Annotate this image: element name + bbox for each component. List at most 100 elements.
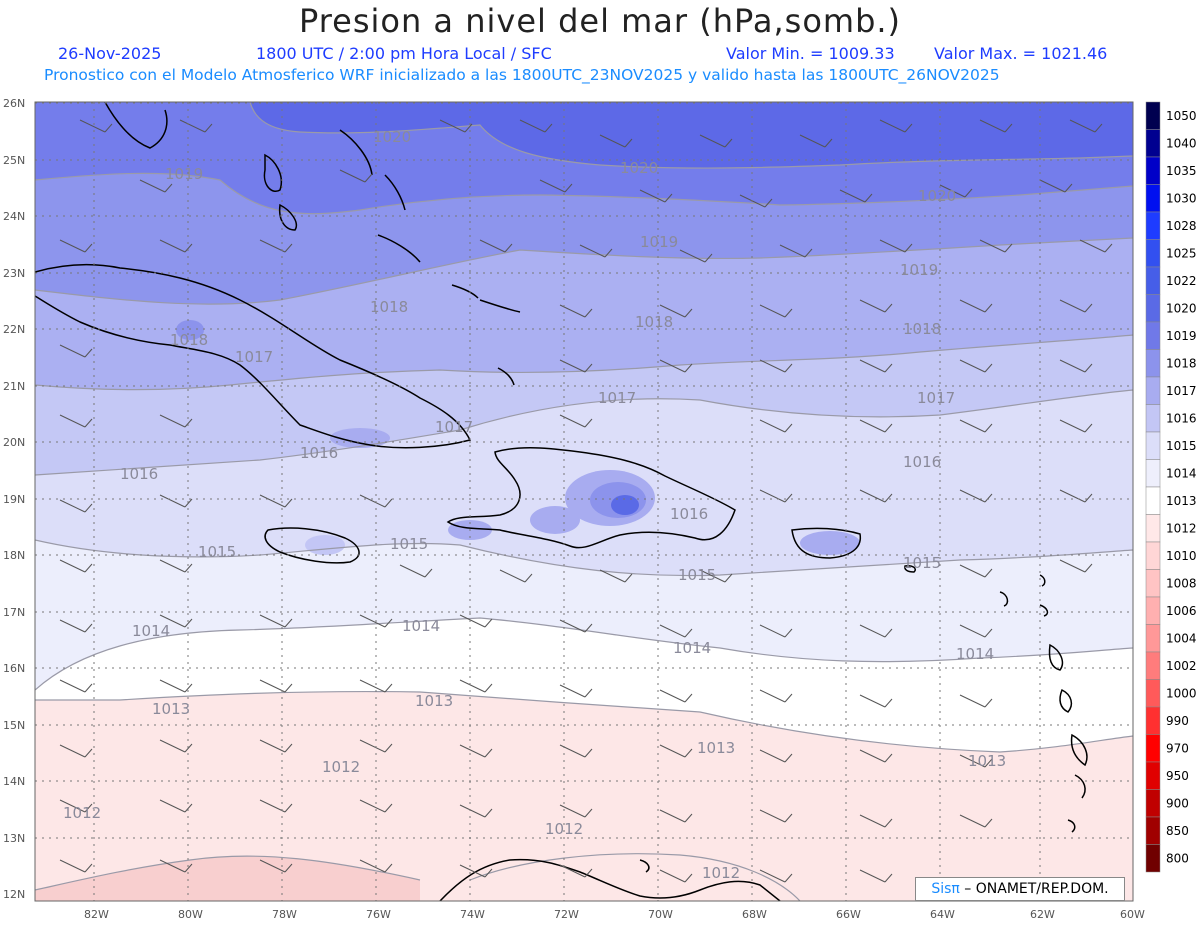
isobar-label: 1018 [170, 331, 208, 349]
colorbar-label: 1035 [1166, 164, 1197, 178]
lon-label: 80W [178, 908, 203, 921]
colorbar-swatch [1145, 734, 1161, 763]
colorbar-label: 1002 [1166, 659, 1197, 673]
lat-label: 19N [3, 493, 25, 506]
credit-brand: Sisπ [931, 881, 960, 897]
colorbar-label: 800 [1166, 852, 1189, 866]
lat-label: 14N [3, 775, 25, 788]
isobar-label: 1012 [545, 820, 583, 838]
colorbar-swatch [1145, 211, 1161, 240]
colorbar-swatch [1145, 816, 1161, 845]
colorbar-swatch [1145, 294, 1161, 323]
longitude-labels: 82W 80W 78W 76W 74W 72W 70W 68W 66W 64W … [84, 908, 1145, 921]
isobar-label: 1015 [903, 554, 941, 572]
lat-label: 21N [3, 380, 25, 393]
colorbar-label: 1028 [1166, 219, 1197, 233]
pressure-shading [35, 102, 1133, 901]
isobar-label: 1019 [165, 165, 203, 183]
colorbar-label: 970 [1166, 742, 1189, 756]
colorbar-swatch [1145, 624, 1161, 653]
isobar-label: 1012 [63, 804, 101, 822]
colorbar-label: 850 [1166, 824, 1189, 838]
date-text: 26-Nov-2025 [58, 44, 162, 63]
graticule [35, 102, 1133, 901]
lat-label: 12N [3, 888, 25, 901]
colorbar-swatch [1145, 844, 1161, 873]
colorbar-label: 1014 [1166, 467, 1197, 481]
latitude-labels: 26N 25N 24N 23N 22N 21N 20N 19N 18N 17N … [3, 97, 25, 901]
colorbar-label: 1019 [1166, 329, 1197, 343]
colorbar-label: 950 [1166, 769, 1189, 783]
colorbar-swatch [1145, 569, 1161, 598]
lon-label: 62W [1030, 908, 1055, 921]
colorbar-swatch [1145, 651, 1161, 680]
colorbar-label: 1015 [1166, 439, 1197, 453]
colorbar-label: 1018 [1166, 357, 1197, 371]
isobar-labels: 1020 1020 1020 1019 1019 1019 1018 1018 … [63, 128, 1006, 882]
colorbar-swatch [1145, 156, 1161, 185]
lon-label: 76W [366, 908, 391, 921]
colorbar-swatch [1145, 431, 1161, 460]
colorbar-swatch [1145, 321, 1161, 350]
colorbar-swatch [1145, 404, 1161, 433]
isobar-label: 1018 [370, 298, 408, 316]
colorbar-label: 1016 [1166, 412, 1197, 426]
lat-label: 15N [3, 719, 25, 732]
colorbar-label: 900 [1166, 797, 1189, 811]
isobar-label: 1016 [670, 505, 708, 523]
isobar-label: 1013 [415, 692, 453, 710]
isobar-label: 1017 [435, 418, 473, 436]
colorbar-swatch [1145, 101, 1161, 130]
colorbar-label: 1000 [1166, 687, 1197, 701]
isobar-label: 1014 [402, 617, 440, 635]
colorbar-swatch [1145, 184, 1161, 213]
colorbar-label: 1022 [1166, 274, 1197, 288]
forecast-info: Pronostico con el Modelo Atmosferico WRF… [44, 66, 1000, 84]
colorbar-swatch [1145, 459, 1161, 488]
colorbar-label: 1025 [1166, 247, 1197, 261]
colorbar-label: 1030 [1166, 192, 1197, 206]
time-info: 1800 UTC / 2:00 pm Hora Local / SFC [256, 44, 552, 63]
colorbar-label: 1050 [1166, 109, 1197, 123]
lon-label: 68W [742, 908, 767, 921]
isobar-label: 1014 [673, 639, 711, 657]
lat-label: 17N [3, 606, 25, 619]
colorbar-swatch [1145, 596, 1161, 625]
lon-label: 66W [836, 908, 861, 921]
lat-label: 25N [3, 154, 25, 167]
colorbar-swatch [1145, 514, 1161, 543]
lon-label: 64W [930, 908, 955, 921]
isobar-label: 1020 [373, 128, 411, 146]
isobar-label: 1020 [620, 159, 658, 177]
isobar-label: 1016 [300, 444, 338, 462]
lat-label: 20N [3, 436, 25, 449]
isobar-label: 1014 [956, 645, 994, 663]
isobar-label: 1015 [678, 566, 716, 584]
credit-org: – ONAMET/REP.DOM. [959, 881, 1109, 897]
colorbar-label: 990 [1166, 714, 1189, 728]
isobar-label: 1013 [968, 752, 1006, 770]
map-frame [34, 101, 1134, 902]
colorbar-label: 1004 [1166, 632, 1197, 646]
colorbar-swatch [1145, 679, 1161, 708]
lat-label: 23N [3, 267, 25, 280]
isobar-label: 1019 [640, 233, 678, 251]
isobar-label: 1012 [702, 864, 740, 882]
lon-label: 60W [1120, 908, 1145, 921]
lon-label: 72W [554, 908, 579, 921]
colorbar-swatch [1145, 706, 1161, 735]
colorbar-label: 1012 [1166, 522, 1197, 536]
isobar-label: 1013 [152, 700, 190, 718]
lat-label: 24N [3, 210, 25, 223]
lat-label: 16N [3, 662, 25, 675]
colorbar-label: 1010 [1166, 549, 1197, 563]
isobar-label: 1020 [918, 187, 956, 205]
colorbar-swatch [1145, 129, 1161, 158]
colorbar-label: 1017 [1166, 384, 1197, 398]
colorbar-label: 1040 [1166, 137, 1197, 151]
min-value: Valor Min. = 1009.33 [726, 44, 895, 63]
colorbar-swatch [1145, 789, 1161, 818]
colorbar-swatch [1145, 239, 1161, 268]
